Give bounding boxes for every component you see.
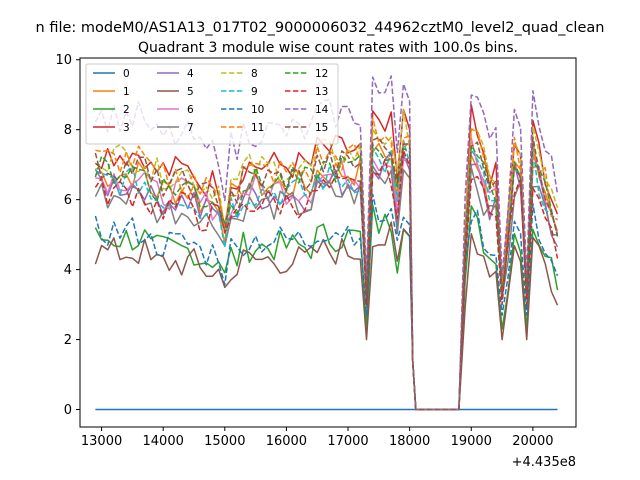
x-tick-label: 15000 <box>204 434 245 449</box>
legend-label-13: 13 <box>315 86 328 98</box>
legend-label-1: 1 <box>123 86 130 98</box>
y-tick-label: 2 <box>64 333 72 348</box>
legend-label-10: 10 <box>251 104 264 116</box>
y-tick-label: 0 <box>64 403 72 418</box>
plot-frame <box>79 57 577 428</box>
x-tick-label: 16000 <box>266 434 307 449</box>
axes-title: Quadrant 3 module wise count rates with … <box>138 40 518 56</box>
legend-label-5: 5 <box>187 86 194 98</box>
y-tick-label: 8 <box>64 123 72 138</box>
legend-label-14: 14 <box>315 104 329 116</box>
legend-label-4: 4 <box>187 68 194 80</box>
legend-label-8: 8 <box>251 68 258 80</box>
legend-label-12: 12 <box>315 68 328 80</box>
x-tick-label: 19000 <box>451 434 492 449</box>
legend-label-11: 11 <box>251 122 264 134</box>
legend-label-2: 2 <box>123 104 130 116</box>
y-tick-label: 4 <box>64 263 72 278</box>
x-axis-offset-label: +4.435e8 <box>512 455 576 470</box>
series-line-12 <box>94 143 559 411</box>
x-tick-label: 20000 <box>512 434 553 449</box>
series-line-10 <box>94 193 559 411</box>
y-axis: 0 2 4 6 8 10 <box>55 53 80 418</box>
legend-label-6: 6 <box>187 104 194 116</box>
x-tick-label: 18000 <box>389 434 430 449</box>
y-tick-label: 10 <box>55 53 72 68</box>
legend-label-3: 3 <box>123 122 130 134</box>
x-tick-label: 14000 <box>143 434 184 449</box>
legend-frame <box>85 63 339 145</box>
x-axis: 13000 14000 15000 16000 17000 18000 19000 20000 <box>81 427 554 449</box>
y-tick-label: 6 <box>64 193 72 208</box>
series-line-15 <box>94 136 559 411</box>
x-tick-label: 17000 <box>327 434 368 449</box>
series-line-13 <box>94 149 559 411</box>
series-line-5 <box>94 221 559 411</box>
figure-suptitle: n file: modeM0/AS1A13_017T02_9000006032_… <box>36 20 605 36</box>
x-tick-label: 13000 <box>81 434 122 449</box>
legend-label-7: 7 <box>187 122 194 134</box>
series-layer <box>94 75 559 411</box>
legend-label-15: 15 <box>315 122 328 134</box>
legend-label-0: 0 <box>123 68 130 80</box>
legend-label-9: 9 <box>251 86 258 98</box>
series-line-2 <box>94 204 559 411</box>
series-line-7 <box>94 165 558 411</box>
